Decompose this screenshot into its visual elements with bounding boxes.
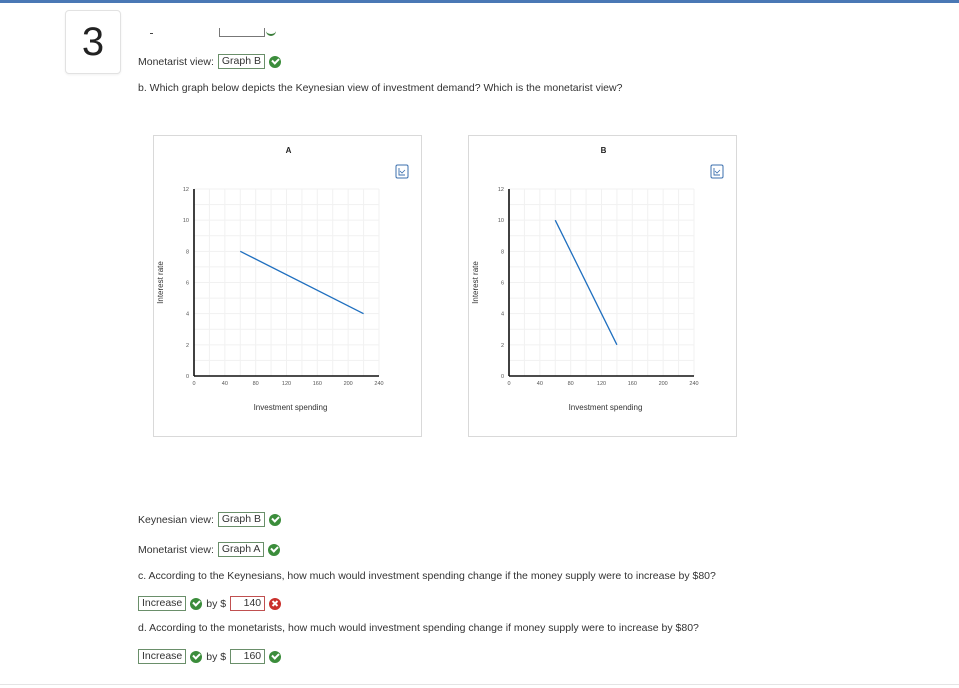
y-tick-label: 2 xyxy=(186,343,189,349)
graph-a-chart[interactable]: 0 40 80 120 160 200 240 0 2 4 6 8 10 12 A Investment sp… xyxy=(154,136,421,436)
clipped-answer-box xyxy=(219,28,265,37)
bottom-divider xyxy=(0,684,959,685)
check-circle-icon xyxy=(269,650,282,663)
y-tick-label: 0 xyxy=(501,374,504,380)
x-tick-label: 80 xyxy=(253,381,259,387)
graph-tool-icon-curve xyxy=(399,169,406,174)
graph-tool-icon[interactable] xyxy=(395,164,409,179)
top-accent-bar xyxy=(0,0,959,3)
x-axis-label: Investment spending xyxy=(254,403,328,412)
part-c-by-label: by $ xyxy=(206,597,227,610)
y-tick-label: 6 xyxy=(501,281,504,287)
part-d-amount-input[interactable]: 160 xyxy=(230,649,266,664)
part-c-direction-select[interactable]: Increase xyxy=(138,596,187,611)
part-c-amount-input[interactable]: 140 xyxy=(230,596,266,611)
graph-tool-icon-frame xyxy=(710,164,724,179)
chart-title: A xyxy=(286,146,292,155)
check-circle-icon xyxy=(268,55,281,68)
graph-tool-icon-axes xyxy=(713,168,720,176)
graph-tool-icon-frame xyxy=(395,164,409,179)
demand-curve-line xyxy=(554,219,618,346)
x-axis-label: Investment spending xyxy=(569,403,643,412)
x-tick-label: 120 xyxy=(282,381,291,387)
x-tick-label: 160 xyxy=(313,381,322,387)
graph-b-chart[interactable]: 0 40 80 120 160 200 240 0 2 4 6 8 10 12 B Investment sp… xyxy=(469,136,736,436)
y-axis-label: Interest rate xyxy=(156,261,165,304)
chart-title: B xyxy=(601,146,607,155)
x-tick-label: 240 xyxy=(374,381,383,387)
monetarist-view-answer[interactable]: Graph A xyxy=(217,542,265,557)
x-tick-label: 240 xyxy=(689,381,698,387)
x-tick-label: 160 xyxy=(628,381,637,387)
monetarist-view-label: Monetarist view: xyxy=(138,55,214,68)
part-b-prompt: b. Which graph below depicts the Keynesi… xyxy=(138,82,623,94)
monetarist-view-top-row: Monetarist view: Graph B xyxy=(138,54,281,69)
part-d-direction-select[interactable]: Increase xyxy=(138,649,187,664)
question-number: 3 xyxy=(65,10,121,74)
part-c-answer-row: Increase by $ 140 xyxy=(134,596,282,611)
check-circle-icon xyxy=(190,650,203,663)
x-tick-label: 200 xyxy=(344,381,353,387)
graph-tool-icon-axes xyxy=(398,168,405,176)
clipped-text-fragment xyxy=(150,33,153,34)
graph-tool-icon[interactable] xyxy=(710,164,724,179)
x-tick-label: 80 xyxy=(568,381,574,387)
y-axis-label: Interest rate xyxy=(471,261,480,304)
y-tick-label: 4 xyxy=(186,312,189,318)
check-circle-icon xyxy=(190,597,203,610)
part-d-prompt: d. According to the monetarists, how muc… xyxy=(138,622,699,634)
keynesian-view-answer[interactable]: Graph B xyxy=(217,512,265,527)
clipped-check-icon xyxy=(266,30,276,36)
monetarist-view-answer[interactable]: Graph B xyxy=(217,54,265,69)
check-circle-icon xyxy=(268,543,281,556)
keynesian-view-row: Keynesian view: Graph B xyxy=(138,512,281,527)
y-tick-label: 8 xyxy=(501,249,504,255)
x-tick-label: 40 xyxy=(537,381,543,387)
y-tick-label: 4 xyxy=(501,312,504,318)
x-tick-label: 40 xyxy=(222,381,228,387)
y-tick-label: 0 xyxy=(186,374,189,380)
y-tick-label: 8 xyxy=(186,249,189,255)
monetarist-view-label: Monetarist view: xyxy=(138,543,214,556)
x-tick-label: 0 xyxy=(192,381,195,387)
x-tick-label: 0 xyxy=(507,381,510,387)
part-c-prompt: c. According to the Keynesians, how much… xyxy=(138,570,716,582)
y-tick-label: 12 xyxy=(183,187,189,193)
graph-tool-icon-curve xyxy=(714,169,721,174)
y-tick-label: 12 xyxy=(498,187,504,193)
check-circle-icon xyxy=(268,513,281,526)
x-tick-label: 120 xyxy=(597,381,606,387)
y-tick-label: 10 xyxy=(183,218,189,224)
y-tick-label: 2 xyxy=(501,343,504,349)
y-tick-label: 6 xyxy=(186,281,189,287)
x-circle-icon xyxy=(269,597,282,610)
keynesian-view-label: Keynesian view: xyxy=(138,513,214,526)
part-d-answer-row: Increase by $ 160 xyxy=(134,649,282,664)
graph-b-panel: 0 40 80 120 160 200 240 0 2 4 6 8 10 12 B Investment sp… xyxy=(468,135,737,437)
graph-a-panel: 0 40 80 120 160 200 240 0 2 4 6 8 10 12 A Investment sp… xyxy=(153,135,422,437)
x-tick-label: 200 xyxy=(659,381,668,387)
demand-curve-line xyxy=(239,250,364,315)
monetarist-view-row: Monetarist view: Graph A xyxy=(138,542,281,557)
y-tick-label: 10 xyxy=(498,218,504,224)
part-d-by-label: by $ xyxy=(206,650,227,663)
